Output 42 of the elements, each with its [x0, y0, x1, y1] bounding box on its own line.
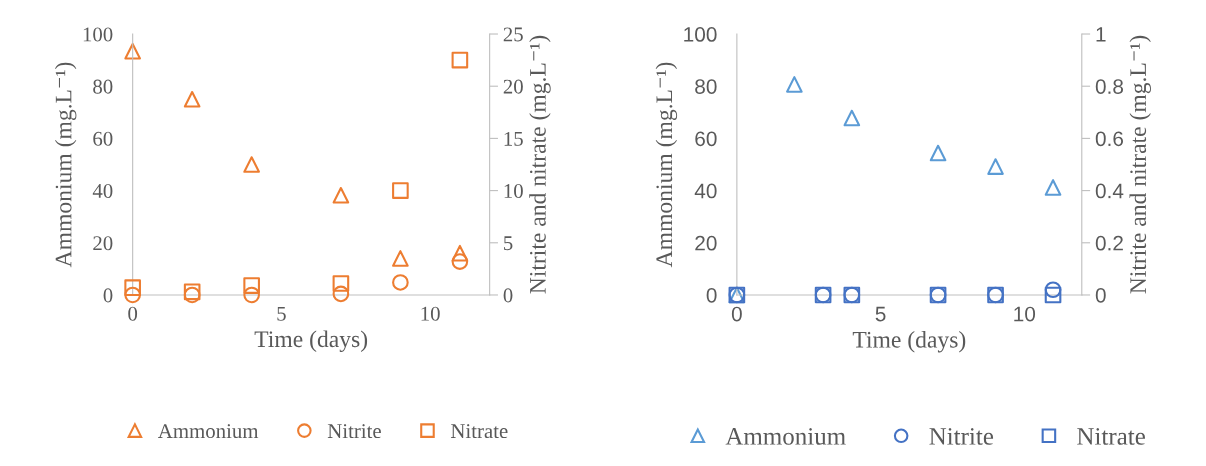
y2-axis-title: Nitrite and nitrate (mg.L⁻¹) — [529, 35, 551, 294]
legend-label: Ammonium — [158, 424, 259, 439]
y2-tick-label: 0.2 — [1095, 235, 1123, 251]
y2-tick-label: 0.8 — [1095, 79, 1124, 94]
legend-label: Nitrite — [929, 428, 994, 445]
y-tick-label: 80 — [93, 79, 113, 94]
legend-label: Nitrate — [450, 424, 508, 439]
legend-label: Nitrite — [327, 424, 381, 439]
x-tick-label: 0 — [731, 306, 742, 322]
y-tick-label: 60 — [695, 131, 717, 147]
y-tick-label: 100 — [83, 27, 113, 42]
y2-tick-label: 15 — [504, 131, 523, 146]
x-tick-label: 5 — [277, 306, 286, 321]
y-tick-label: 20 — [695, 235, 717, 251]
legend-label: Ammonium — [725, 428, 846, 445]
x-axis-title: Time (days) — [852, 331, 966, 353]
x-axis-title: Time (days) — [254, 330, 368, 353]
y2-tick-label: 0 — [503, 288, 513, 303]
y-tick-label: 20 — [93, 236, 113, 251]
legend-label: Nitrate — [1077, 428, 1145, 445]
y-tick-label: 80 — [695, 79, 717, 94]
x-tick-label: 0 — [128, 306, 138, 321]
y2-tick-label: 10 — [504, 183, 523, 199]
x-tick-label: 10 — [1014, 306, 1036, 322]
y2-tick-label: 5 — [504, 236, 513, 251]
y-tick-label: 40 — [92, 183, 113, 199]
y2-axis-title: Nitrite and nitrate (mg.L⁻¹) — [1129, 35, 1151, 294]
y2-tick-label: 0.6 — [1095, 131, 1124, 147]
y-tick-label: 40 — [694, 183, 717, 199]
y-tick-label: 0 — [706, 287, 717, 303]
y-axis-title: Ammonium (mg.L⁻¹) — [655, 62, 678, 268]
y2-tick-label: 1 — [1096, 27, 1106, 42]
y2-tick-label: 20 — [503, 79, 523, 94]
x-tick-label: 10 — [421, 306, 440, 321]
y-axis-title: Ammonium (mg.L⁻¹) — [54, 62, 77, 268]
y2-tick-label: 0.4 — [1095, 183, 1124, 199]
y2-tick-label: 0 — [1095, 287, 1106, 303]
y-tick-label: 0 — [103, 288, 113, 303]
y2-tick-label: 25 — [503, 27, 523, 42]
x-tick-label: 5 — [875, 306, 886, 322]
y-tick-label: 60 — [93, 131, 113, 146]
y-tick-label: 100 — [684, 27, 717, 42]
